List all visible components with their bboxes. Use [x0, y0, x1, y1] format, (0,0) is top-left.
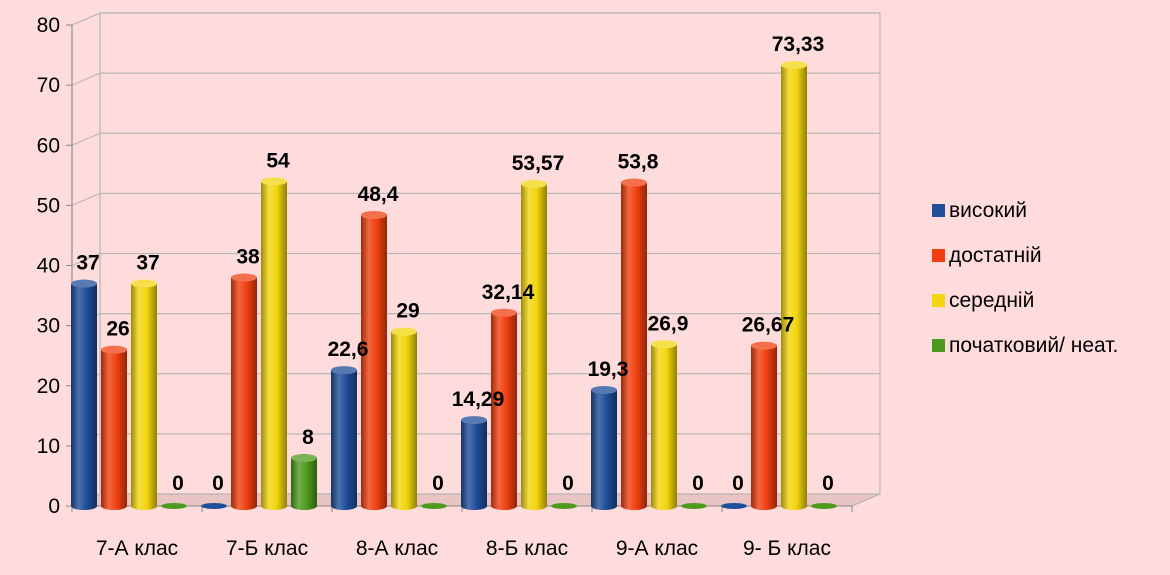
data-label: 53,57	[512, 152, 565, 175]
gridline-side	[71, 132, 101, 146]
bar-top	[781, 61, 807, 70]
y-tick-label: 30	[37, 315, 60, 338]
y-tick-label: 0	[48, 495, 60, 518]
bar	[651, 344, 677, 510]
category-label: 8-Б клас	[486, 537, 568, 560]
bar	[361, 214, 387, 510]
bar	[521, 183, 547, 510]
bar-zero	[421, 503, 447, 509]
bar	[591, 389, 617, 510]
bar	[491, 312, 517, 510]
bar-top	[651, 340, 677, 349]
y-tick-label: 70	[37, 74, 60, 97]
x-axis: 7-А клас 7-Б клас 8-А клас 8-Б клас 9-А клас…	[71, 505, 853, 560]
bar-zero	[551, 503, 577, 509]
bar	[261, 181, 287, 510]
legend-swatch	[932, 249, 945, 262]
data-label: 0	[212, 472, 224, 495]
bar	[101, 349, 127, 510]
data-label: 29	[396, 300, 419, 323]
bar-top	[591, 385, 617, 394]
data-label: 53,8	[618, 151, 659, 174]
category-label: 8-А клас	[356, 537, 438, 560]
bars	[71, 61, 837, 510]
y-tick-label: 10	[37, 435, 60, 458]
category-label: 7-А клас	[96, 537, 178, 560]
data-labels: 37 26 37 0 0 38 54 8 22,6 48,4 29 0 14,29 32,14 53,57 0…	[76, 33, 834, 495]
bar-zero	[161, 503, 187, 509]
y-tick-label: 50	[37, 194, 60, 217]
bar	[291, 457, 317, 510]
bar-top	[751, 341, 777, 350]
y-tick-label: 20	[37, 375, 60, 398]
bar-top	[101, 345, 127, 354]
legend-swatch	[932, 339, 945, 352]
data-label: 37	[136, 252, 159, 275]
bar-top	[231, 273, 257, 282]
bar-zero	[721, 503, 747, 509]
gridline-side	[71, 72, 101, 86]
y-axis: 0 10 20 30 40 50 60 70 80	[37, 14, 73, 518]
category-label: 9-А клас	[616, 537, 698, 560]
data-label: 26	[106, 318, 129, 341]
bar-top	[461, 416, 487, 425]
bar-zero	[811, 503, 837, 509]
bar-top	[391, 327, 417, 336]
legend-label: високий	[949, 199, 1027, 222]
bar	[331, 370, 357, 510]
data-label: 73,33	[772, 33, 825, 56]
gridline-side	[71, 12, 101, 26]
bar-zero	[681, 503, 707, 509]
data-label: 0	[172, 472, 184, 495]
legend-label: середній	[949, 289, 1034, 312]
bar	[131, 283, 157, 510]
data-label: 0	[822, 472, 834, 495]
category-label: 7-Б клас	[226, 537, 308, 560]
data-label: 8	[302, 426, 314, 449]
data-label: 22,6	[328, 338, 369, 361]
data-label: 0	[432, 472, 444, 495]
data-label: 26,67	[742, 314, 795, 337]
bar	[751, 345, 777, 510]
y-tick-label: 60	[37, 134, 60, 157]
bar-top	[71, 279, 97, 288]
data-label: 54	[266, 149, 290, 172]
legend-label: початковий/ неат.	[949, 334, 1118, 357]
y-tick-label: 80	[37, 14, 60, 37]
legend: високий достатній середній початковий/ неат…	[932, 199, 1118, 357]
bar-zero	[201, 503, 227, 509]
gridline-side	[71, 252, 101, 267]
data-label: 38	[236, 246, 260, 269]
gridline-side	[71, 192, 101, 206]
data-label: 19,3	[588, 358, 629, 381]
data-label: 26,9	[648, 312, 689, 335]
data-label: 37	[76, 252, 99, 275]
bar	[71, 283, 97, 510]
data-label: 14,29	[452, 388, 505, 411]
legend-swatch	[932, 204, 945, 217]
legend-swatch	[932, 294, 945, 307]
bar	[231, 277, 257, 510]
bar-top	[361, 210, 387, 219]
bar-top	[331, 366, 357, 375]
y-tick-label: 40	[37, 255, 60, 278]
bar-top	[521, 179, 547, 188]
bar-top	[491, 308, 517, 317]
data-label: 0	[692, 472, 704, 495]
data-label: 0	[732, 472, 744, 495]
category-label: 9- Б клас	[743, 537, 831, 560]
bar	[391, 331, 417, 510]
bar	[621, 182, 647, 510]
bar	[461, 420, 487, 510]
data-label: 0	[562, 472, 574, 495]
bar-top	[131, 279, 157, 288]
data-label: 32,14	[482, 281, 535, 304]
legend-label: достатній	[949, 244, 1042, 267]
bar-top	[291, 453, 317, 462]
bar	[781, 65, 807, 510]
bar-top	[621, 178, 647, 187]
data-label: 48,4	[358, 183, 399, 206]
bar-top	[261, 177, 287, 186]
